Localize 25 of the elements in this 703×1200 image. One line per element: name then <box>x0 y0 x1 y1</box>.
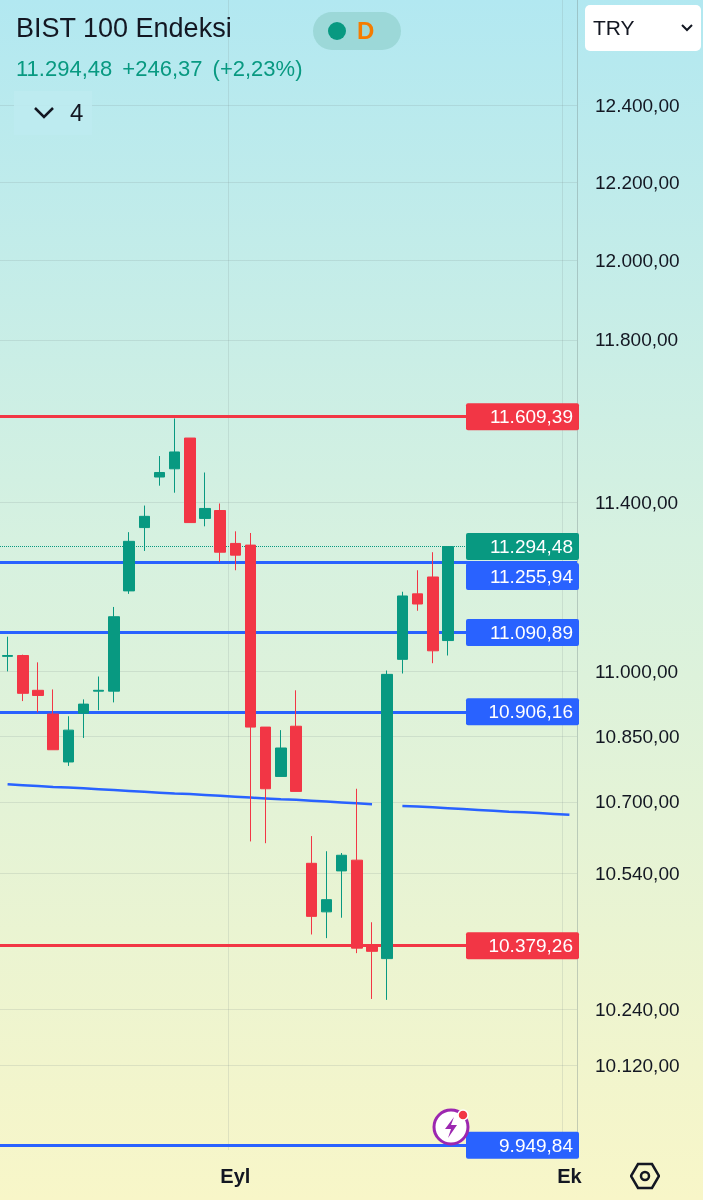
text: TRY <box>593 16 635 40</box>
x-tick-label: Eyl <box>220 1165 251 1187</box>
y-tick-label: 10.240,00 <box>595 999 680 1021</box>
y-tick-label: 10.700,00 <box>595 791 680 813</box>
annotation: 4 <box>70 99 84 127</box>
ref-line-label: 11.294,48 <box>489 536 573 558</box>
y-tick-label: 11.000,00 <box>595 660 679 682</box>
text: 11.294,48 +246,37 (+2,23%) <box>16 56 303 82</box>
y-tick-label: 12.400,00 <box>595 94 680 116</box>
y-tick-label: 12.000,00 <box>595 249 680 271</box>
ref-line-label: 11.090,89 <box>489 622 573 643</box>
y-tick-label: 12.200,00 <box>595 171 680 193</box>
y-tick-label: 10.120,00 <box>595 1054 680 1076</box>
y-tick-label: 10.850,00 <box>595 725 680 747</box>
ref-line-label: 11.255,94 <box>489 566 574 588</box>
ref-line-label: 10.906,16 <box>488 701 573 723</box>
y-tick-label: 10.540,00 <box>595 862 680 884</box>
annotation: D <box>357 17 375 45</box>
y-tick-label: 11.400,00 <box>595 492 679 514</box>
ref-line-label: 9.949,84 <box>499 1134 574 1156</box>
y-tick-label: 11.800,00 <box>595 329 679 351</box>
ref-line-label: 11.609,39 <box>489 406 573 428</box>
ref-line-label: 10.379,26 <box>488 935 573 957</box>
text: BIST 100 Endeksi <box>16 13 232 44</box>
x-tick-label: Ek <box>557 1165 583 1187</box>
